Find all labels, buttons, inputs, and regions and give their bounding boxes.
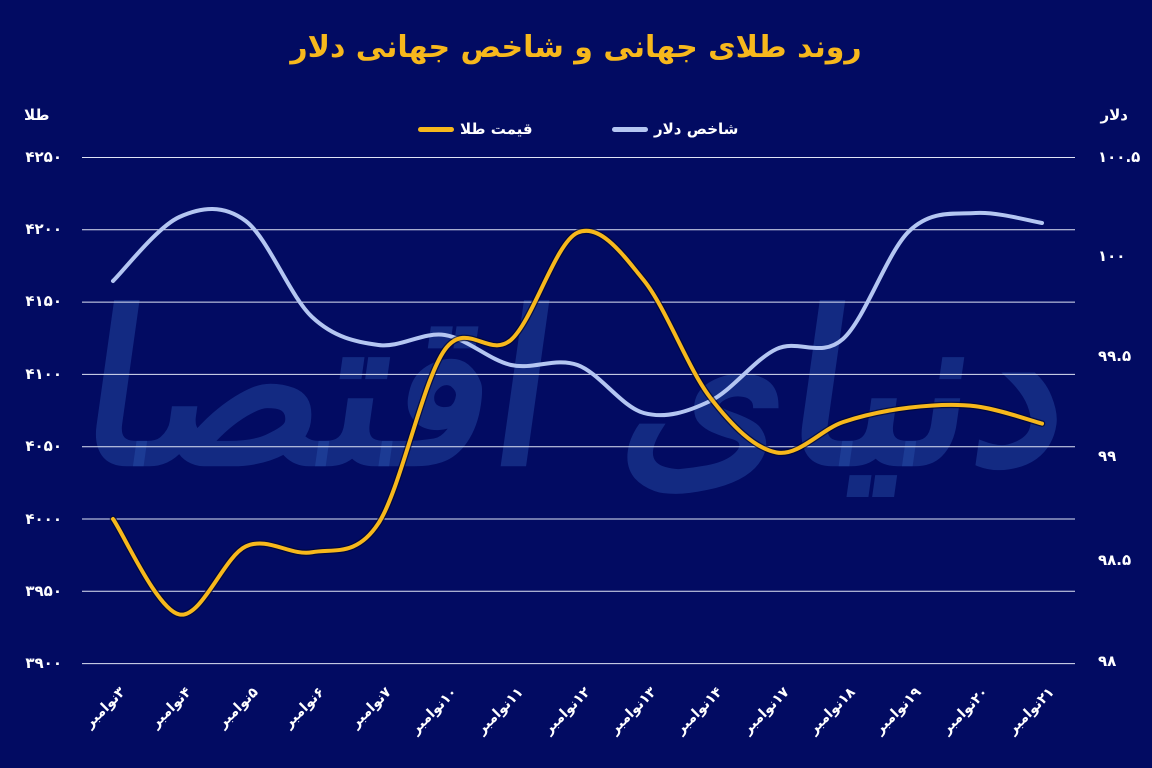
gridlines xyxy=(82,157,1075,665)
dollar-index-line xyxy=(111,207,1044,418)
right-y-tick: ۹۸.۵ xyxy=(1098,551,1132,569)
right-axis-title: دلار xyxy=(1100,106,1128,124)
left-y-tick: ۴۲۰۰ xyxy=(25,220,62,238)
left-y-tick: ۳۹۵۰ xyxy=(25,582,62,600)
right-y-tick: ۹۹.۵ xyxy=(1098,347,1132,365)
legend-gold-label: قیمت طلا xyxy=(460,120,533,138)
left-y-tick: ۴۰۵۰ xyxy=(25,437,62,455)
legend-item-gold: قیمت طلا xyxy=(418,120,533,138)
right-y-tick: ۹۸ xyxy=(1098,652,1117,670)
left-y-tick: ۴۱۵۰ xyxy=(25,292,62,310)
legend-dollar-label: شاخص دلار xyxy=(654,120,739,138)
left-y-tick: ۴۲۵۰ xyxy=(25,148,62,166)
legend-item-dollar: شاخص دلار xyxy=(612,120,738,138)
left-axis-title: طلا xyxy=(24,106,50,124)
right-y-tick: ۱۰۰ xyxy=(1098,247,1126,265)
legend-gold-swatch xyxy=(418,126,454,132)
right-y-tick: ۹۹ xyxy=(1098,447,1117,465)
left-y-tick: ۴۰۰۰ xyxy=(25,510,62,528)
left-y-tick: ۴۱۰۰ xyxy=(25,365,62,383)
right-y-tick: ۱۰۰.۵ xyxy=(1098,148,1141,166)
gold-price-line xyxy=(111,228,1044,617)
gold-price-line-shadow xyxy=(109,227,1046,618)
left-y-tick: ۳۹۰۰ xyxy=(25,654,62,672)
legend-dollar-swatch xyxy=(612,126,648,132)
chart-title: روند طلای جهانی و شاخص جهانی دلار xyxy=(290,30,862,65)
